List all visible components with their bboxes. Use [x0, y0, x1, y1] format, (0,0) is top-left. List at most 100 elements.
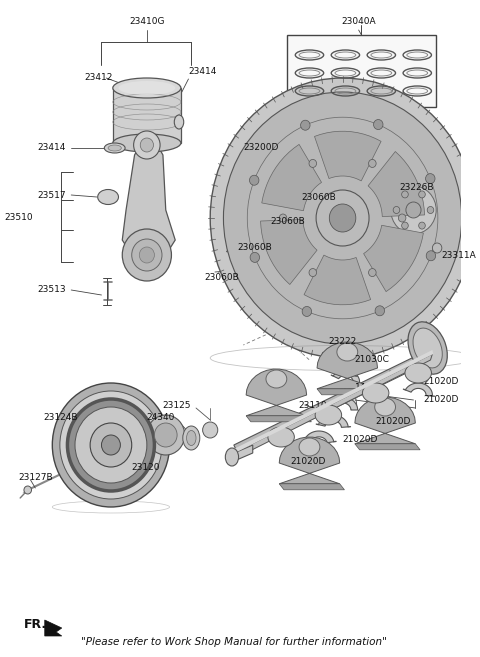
Circle shape: [398, 214, 406, 222]
Ellipse shape: [104, 143, 125, 153]
Circle shape: [402, 222, 408, 229]
Circle shape: [426, 173, 435, 183]
Circle shape: [250, 252, 260, 262]
Text: 1430JE: 1430JE: [355, 384, 386, 392]
Circle shape: [60, 391, 162, 499]
Polygon shape: [261, 219, 317, 284]
Ellipse shape: [405, 363, 432, 383]
Circle shape: [250, 175, 259, 185]
Text: 23124B: 23124B: [43, 413, 78, 422]
Text: 23060B: 23060B: [270, 217, 305, 227]
Circle shape: [427, 206, 434, 214]
Ellipse shape: [113, 134, 181, 152]
Circle shape: [373, 120, 383, 129]
Circle shape: [391, 186, 436, 234]
Circle shape: [223, 92, 462, 344]
Circle shape: [140, 138, 154, 152]
Text: 23517: 23517: [37, 191, 66, 200]
Text: 23120: 23120: [132, 463, 160, 472]
Polygon shape: [232, 445, 253, 462]
Polygon shape: [405, 383, 432, 396]
Ellipse shape: [24, 486, 32, 494]
Text: 24340: 24340: [147, 413, 175, 422]
Text: 23414: 23414: [37, 143, 66, 152]
Polygon shape: [234, 350, 433, 453]
Circle shape: [383, 178, 444, 242]
Text: 23040A: 23040A: [341, 18, 376, 26]
Text: 21020D: 21020D: [290, 457, 325, 466]
Circle shape: [375, 306, 384, 316]
Polygon shape: [319, 415, 348, 427]
Circle shape: [122, 229, 171, 281]
Text: 23412: 23412: [84, 74, 113, 83]
Polygon shape: [392, 366, 418, 380]
Ellipse shape: [187, 430, 196, 445]
Text: 21020D: 21020D: [343, 436, 378, 445]
Text: FR.: FR.: [24, 618, 47, 631]
Ellipse shape: [98, 189, 119, 204]
Circle shape: [203, 422, 218, 438]
Text: 23226B: 23226B: [399, 183, 434, 193]
Circle shape: [67, 399, 155, 491]
Ellipse shape: [225, 448, 239, 466]
Polygon shape: [328, 397, 358, 410]
Polygon shape: [113, 88, 181, 143]
Circle shape: [329, 204, 356, 232]
Circle shape: [393, 206, 400, 214]
Ellipse shape: [183, 426, 200, 450]
Polygon shape: [333, 370, 360, 384]
Text: 23510: 23510: [5, 214, 34, 223]
Ellipse shape: [362, 383, 389, 403]
Circle shape: [309, 160, 317, 168]
Circle shape: [279, 214, 287, 222]
Circle shape: [419, 191, 425, 198]
Circle shape: [90, 423, 132, 467]
Polygon shape: [45, 620, 62, 636]
Text: 23125: 23125: [163, 401, 192, 409]
Polygon shape: [279, 437, 340, 484]
Text: "Please refer to Work Shop Manual for further information": "Please refer to Work Shop Manual for fu…: [81, 637, 387, 647]
Polygon shape: [122, 143, 175, 258]
Polygon shape: [317, 342, 378, 389]
Polygon shape: [317, 389, 382, 395]
Text: 23060B: 23060B: [301, 194, 336, 202]
Ellipse shape: [299, 438, 320, 456]
Polygon shape: [279, 484, 345, 490]
Polygon shape: [246, 369, 307, 416]
Circle shape: [302, 306, 312, 317]
Text: 23410G: 23410G: [129, 18, 165, 26]
Polygon shape: [314, 131, 381, 181]
Polygon shape: [232, 354, 432, 460]
Text: 23127B: 23127B: [18, 474, 53, 482]
Circle shape: [133, 131, 160, 159]
Polygon shape: [304, 255, 371, 305]
Circle shape: [419, 222, 425, 229]
Text: 21020D: 21020D: [423, 378, 458, 386]
Polygon shape: [246, 416, 312, 422]
Circle shape: [300, 120, 310, 130]
Bar: [287, 35, 436, 107]
Polygon shape: [368, 152, 425, 217]
Polygon shape: [332, 362, 356, 376]
Circle shape: [316, 190, 369, 246]
Polygon shape: [347, 354, 372, 367]
Circle shape: [369, 160, 376, 168]
Circle shape: [75, 407, 147, 483]
Text: 23110: 23110: [298, 401, 327, 409]
Text: 23060B: 23060B: [205, 273, 240, 283]
Circle shape: [147, 415, 185, 455]
Circle shape: [101, 435, 120, 455]
Ellipse shape: [266, 370, 287, 388]
Polygon shape: [262, 145, 322, 211]
Ellipse shape: [375, 398, 396, 416]
Ellipse shape: [408, 322, 447, 374]
Ellipse shape: [174, 115, 184, 129]
Ellipse shape: [413, 328, 442, 368]
Text: 23414: 23414: [189, 68, 217, 76]
Circle shape: [132, 239, 162, 271]
Polygon shape: [234, 348, 437, 455]
Text: 23060B: 23060B: [237, 244, 272, 252]
Ellipse shape: [119, 81, 175, 95]
Ellipse shape: [337, 343, 358, 361]
Circle shape: [426, 251, 436, 261]
